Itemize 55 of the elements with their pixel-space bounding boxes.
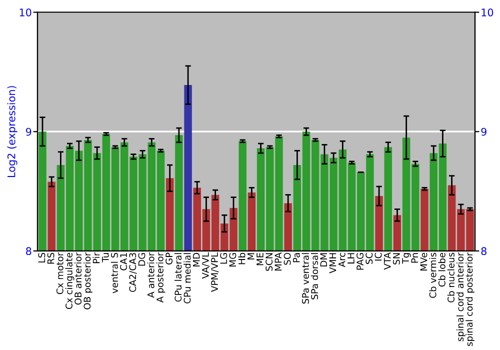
x-tick-label: LH	[348, 253, 354, 264]
y2-tick-label: 10	[482, 8, 494, 16]
x-tick-label: VMH	[329, 253, 336, 274]
y-axis-title: Log2 (expression)	[7, 86, 18, 178]
x-tick-label: Cx motor	[56, 252, 64, 294]
x-tick-label: CPu lateral	[174, 253, 182, 302]
x-tick-label: LG	[220, 253, 228, 264]
x-tick-label: Cb vermis	[429, 252, 436, 298]
x-tick-label: SPa ventral	[302, 253, 309, 304]
x-tick-label: MD	[192, 252, 200, 266]
x-tick-label: Cb lobe	[438, 252, 446, 287]
x-tick-label: ME	[256, 252, 264, 266]
y2-tick-label: 9	[481, 128, 486, 136]
x-tick-label: IC	[374, 252, 382, 261]
x-tick-label: Tg	[402, 253, 411, 264]
x-tick-label: MVe	[420, 252, 428, 271]
x-tick-label: SPa dorsal	[310, 253, 318, 300]
x-tick-label: SCN	[266, 253, 273, 271]
x-tick-label: spinal cord anterior	[456, 252, 466, 342]
x-tick-label: GP	[166, 252, 172, 264]
x-tick-label: DM	[320, 253, 327, 266]
x-tick-label: LS	[38, 252, 46, 262]
x-tick-label: ventral S	[110, 252, 118, 294]
x-tick-label: Cb nucleus	[447, 252, 454, 302]
x-tick-label: VPM/VPL	[211, 252, 219, 292]
x-tick-label: DG	[138, 253, 146, 266]
x-tick-label: Tu	[102, 253, 109, 262]
x-tick-label: spinal cord posterior	[466, 252, 474, 346]
x-tick-label: CA2/CA3	[129, 253, 137, 292]
y-tick-label: 9	[26, 128, 32, 136]
x-tick-label: SN	[392, 253, 400, 264]
y-tick-label: 10	[20, 8, 32, 16]
x-tick-label: Arc	[338, 252, 346, 268]
x-tick-label: MG	[229, 253, 236, 266]
x-tick-label: VTA	[384, 252, 391, 270]
x-tick-label: Hb	[238, 252, 246, 264]
x-tick-label: RS	[47, 252, 54, 264]
x-tick-label: Pir	[92, 252, 100, 264]
x-tick-label: Pn	[411, 253, 418, 263]
x-tick-label: SO	[284, 252, 291, 265]
x-tick-label: A anterior	[147, 252, 154, 298]
x-tick-label: A posterior	[156, 252, 166, 303]
x-tick-label: M	[248, 253, 254, 260]
x-tick-label: CPu medial	[184, 253, 191, 304]
x-tick-label: MPA	[274, 252, 282, 271]
x-tick-label: VA/VL	[202, 252, 210, 279]
x-tick-label: PAG	[356, 253, 364, 270]
x-tick-label: Pa	[293, 253, 300, 262]
x-tick-label: CA1	[120, 253, 128, 270]
y-tick-label: 8	[26, 247, 32, 256]
x-tick-label: SC	[366, 252, 373, 264]
x-tick-label: OB anterior	[74, 252, 82, 305]
x-tick-label: Cx cingulate	[65, 252, 74, 309]
x-tick-label: OB posterior	[84, 252, 92, 310]
y2-tick-label: 8	[481, 247, 486, 256]
